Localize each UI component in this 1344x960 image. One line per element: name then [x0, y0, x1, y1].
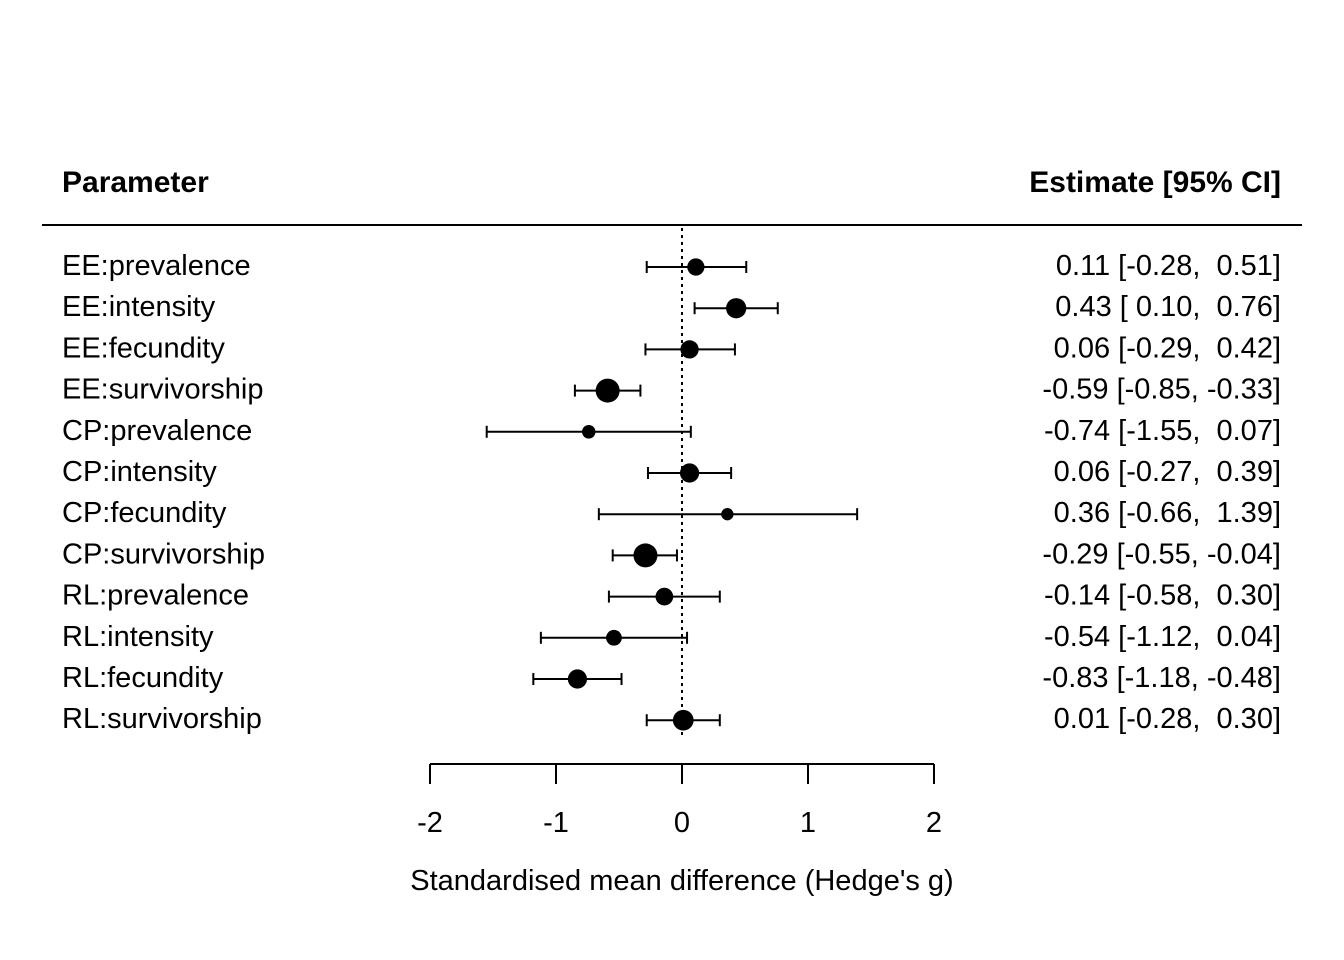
row-estimate-text: 0.43 [ 0.10, 0.76] [1055, 291, 1281, 323]
x-tick-label: 0 [674, 807, 690, 839]
row-estimate-text: -0.54 [-1.12, 0.04] [1044, 621, 1281, 653]
x-tick-label: 1 [800, 807, 816, 839]
row: CP:survivorship -0.29 [-0.55, -0.04] [62, 538, 1281, 570]
estimate-point [606, 629, 622, 646]
estimate-point [633, 543, 658, 568]
header-estimate: Estimate [95% CI] [1029, 166, 1281, 199]
estimate-point [567, 669, 588, 689]
estimate-point [655, 587, 674, 606]
estimate-point [672, 709, 694, 731]
row-estimate-text: 0.06 [-0.27, 0.39] [1054, 456, 1281, 488]
row: RL:prevalence -0.14 [-0.58, 0.30] [62, 580, 1281, 612]
estimate-point [582, 425, 596, 439]
estimate-point [595, 378, 620, 403]
row: EE:fecundity 0.06 [-0.29, 0.42] [62, 332, 1281, 364]
row-estimate-text: -0.74 [-1.55, 0.07] [1044, 415, 1281, 447]
row-label: CP:intensity [62, 456, 217, 488]
rows-group: EE:prevalence 0.11 [-0.28, 0.51] EE:intens… [62, 228, 1281, 739]
x-axis: -2 -1 0 1 2 [417, 763, 942, 839]
row-label: EE:intensity [62, 291, 216, 323]
estimate-point [726, 298, 747, 319]
row-label: EE:survivorship [62, 374, 263, 406]
row: RL:survivorship 0.01 [-0.28, 0.30] [62, 703, 1281, 735]
row-label: RL:survivorship [62, 703, 262, 735]
estimate-point [680, 340, 699, 359]
row: EE:intensity 0.43 [ 0.10, 0.76] [62, 291, 1281, 323]
header-parameter: Parameter [62, 166, 209, 199]
row-estimate-text: -0.83 [-1.18, -0.48] [1042, 662, 1281, 694]
row-label: RL:intensity [62, 621, 214, 653]
row-label: EE:prevalence [62, 250, 251, 282]
row: RL:fecundity -0.83 [-1.18, -0.48] [62, 662, 1281, 694]
x-tick-label: 2 [926, 807, 942, 839]
row: CP:prevalence -0.74 [-1.55, 0.07] [62, 415, 1281, 447]
row-estimate-text: -0.59 [-0.85, -0.33] [1042, 374, 1281, 406]
estimate-point [679, 463, 700, 483]
row: EE:prevalence 0.11 [-0.28, 0.51] [62, 250, 1281, 282]
row-estimate-text: 0.11 [-0.28, 0.51] [1056, 250, 1281, 282]
row: EE:survivorship -0.59 [-0.85, -0.33] [62, 374, 1281, 406]
row-label: CP:fecundity [62, 497, 227, 529]
row-label: RL:fecundity [62, 662, 224, 694]
row-label: EE:fecundity [62, 332, 225, 364]
row-label: CP:prevalence [62, 415, 252, 447]
x-axis-label: Standardised mean difference (Hedge's g) [410, 865, 953, 897]
row-estimate-text: 0.36 [-0.66, 1.39] [1054, 497, 1281, 529]
x-tick-label: -2 [417, 807, 443, 839]
estimate-point [721, 508, 734, 521]
row-estimate-text: -0.29 [-0.55, -0.04] [1042, 538, 1281, 570]
row: CP:intensity 0.06 [-0.27, 0.39] [62, 456, 1281, 488]
row-label: RL:prevalence [62, 580, 249, 612]
row: CP:fecundity 0.36 [-0.66, 1.39] [62, 497, 1281, 529]
x-tick-label: -1 [543, 807, 569, 839]
row-estimate-text: 0.06 [-0.29, 0.42] [1054, 332, 1281, 364]
row-label: CP:survivorship [62, 538, 265, 570]
row-estimate-text: 0.01 [-0.28, 0.30] [1054, 703, 1281, 735]
row: RL:intensity -0.54 [-1.12, 0.04] [62, 621, 1281, 653]
row-estimate-text: -0.14 [-0.58, 0.30] [1044, 580, 1281, 612]
estimate-point [687, 258, 705, 276]
